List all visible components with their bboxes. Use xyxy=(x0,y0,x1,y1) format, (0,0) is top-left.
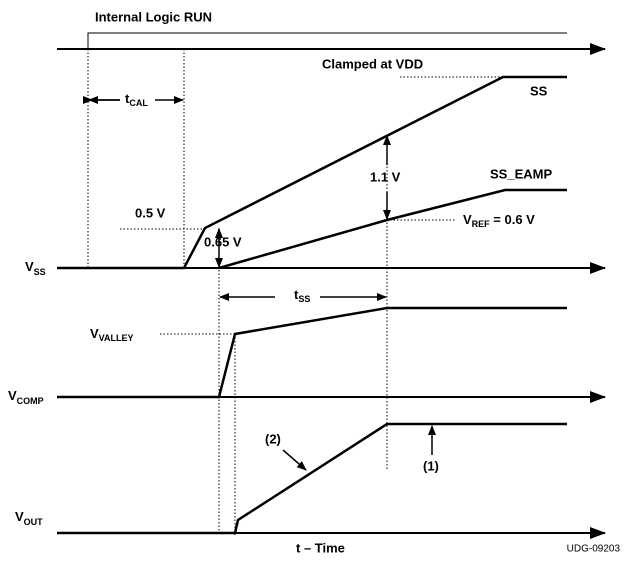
vout-label: VOUT xyxy=(15,509,43,527)
ss-eamp-label: SS_EAMP xyxy=(490,166,552,181)
ss-eamp-wave xyxy=(218,188,567,270)
vref-label: VREF = 0.6 V xyxy=(463,212,535,229)
vvalley-label: VVALLEY xyxy=(90,326,134,343)
x-label: t – Time xyxy=(296,540,345,555)
run-signal xyxy=(87,32,567,49)
figure-id: UDG-09203 xyxy=(567,544,621,555)
vcomp-wave xyxy=(57,306,567,399)
vcomp-label: VCOMP xyxy=(8,388,44,406)
tss-label: tSS xyxy=(294,287,310,304)
clamp-label: Clamped at VDD xyxy=(322,56,423,71)
note-arrow xyxy=(282,449,307,471)
ss-label: SS xyxy=(530,83,548,98)
v-065-label: 0.65 V xyxy=(204,234,242,249)
v-half-label: 0.5 V xyxy=(135,205,166,220)
tcal-label: tCAL xyxy=(125,91,148,108)
note-1: (1) xyxy=(423,458,439,473)
title: Internal Logic RUN xyxy=(95,9,212,24)
note-2: (2) xyxy=(265,431,281,446)
v-11-label: 1.1 V xyxy=(370,169,401,184)
vss-label: VSS xyxy=(25,259,46,277)
vout-wave xyxy=(57,422,567,535)
ss-wave xyxy=(57,75,567,270)
